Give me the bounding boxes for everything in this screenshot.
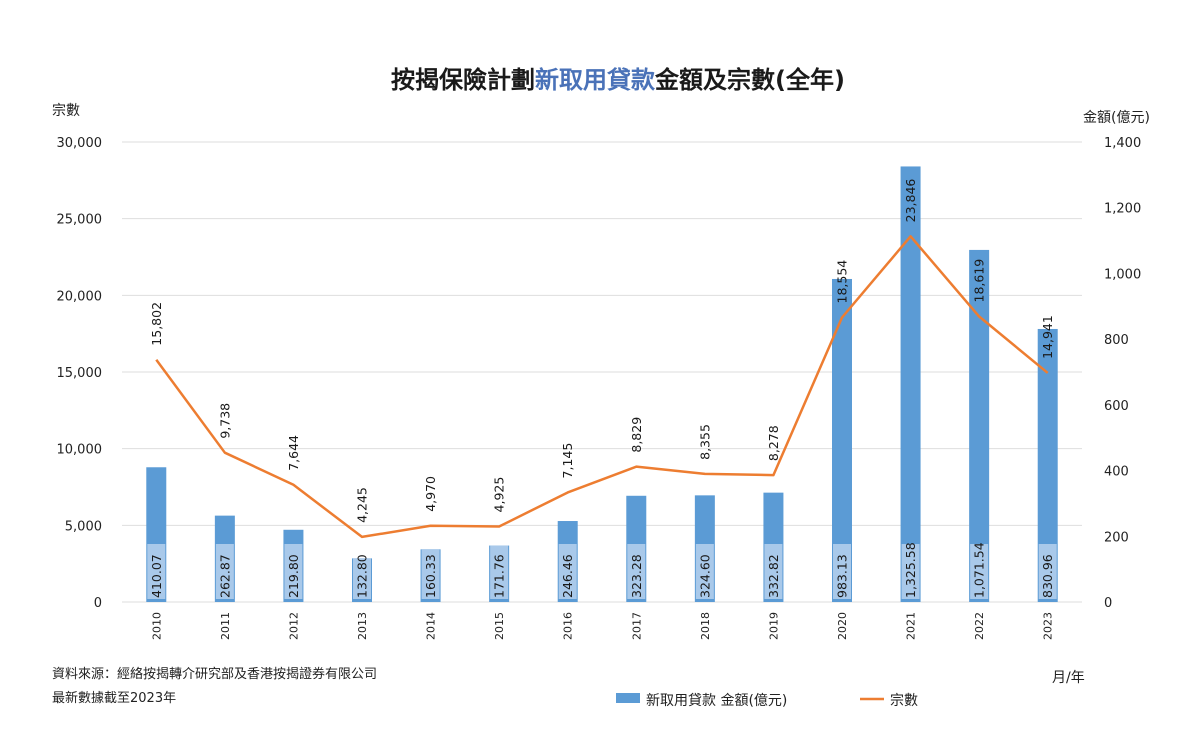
line-data-label: 4,925 [492, 477, 507, 513]
bar [969, 249, 990, 602]
y-right-tick-label: 600 [1104, 399, 1129, 414]
y-right-tick-label: 800 [1104, 333, 1129, 348]
bar-label-box [421, 549, 440, 599]
bar-data-label: 246.46 [560, 554, 575, 598]
title-part-0: 按揭保險計劃 [391, 66, 535, 94]
x-tick-label: 2014 [425, 612, 438, 640]
x-tick-label: 2012 [287, 612, 300, 640]
x-tick-label: 2019 [767, 612, 780, 640]
line-data-label: 8,829 [629, 417, 644, 453]
y-left-tick-label: 5,000 [65, 519, 102, 534]
y-left-tick-label: 20,000 [57, 289, 103, 304]
title-part-2: 金額及宗數(全年) [654, 66, 845, 94]
line-series [155, 235, 1049, 539]
y-left-tick-label: 10,000 [57, 443, 103, 458]
legend: 新取用貸款 金額(億元) 宗數 [616, 693, 918, 709]
bar-data-label: 262.87 [217, 554, 232, 598]
latest-data-note: 最新數據截至2023年 [52, 690, 176, 706]
line-data-label: 4,970 [423, 476, 438, 512]
bar [900, 166, 921, 603]
bar-label-box [558, 544, 577, 599]
y-left-tick-label: 0 [94, 596, 102, 611]
line-data-label: 7,145 [560, 443, 575, 479]
x-tick-label: 2021 [905, 612, 918, 640]
y-right-tick-label: 200 [1104, 530, 1129, 545]
line-series-path [155, 235, 1049, 539]
x-tick-label: 2020 [836, 612, 849, 640]
line-data-label: 15,802 [149, 302, 164, 346]
line-data-label: 23,846 [903, 179, 918, 223]
bar-label-box [353, 558, 371, 599]
bar-data-label: 983.13 [835, 554, 850, 598]
x-unit-label: 月/年 [1052, 670, 1085, 686]
y-right-tick-label: 0 [1104, 596, 1112, 611]
bar-label-box [490, 545, 509, 599]
y-right-tick-label: 1,200 [1104, 202, 1141, 217]
bar-data-labels: 410.07 262.87 219.80 132.80 160.33 171.76 246.… [149, 542, 1055, 598]
bar-data-label: 219.80 [286, 554, 301, 598]
legend-bar-swatch [616, 693, 640, 703]
x-tick-label: 2017 [630, 612, 643, 640]
line-data-label: 14,941 [1040, 315, 1055, 359]
line-data-label: 18,619 [972, 259, 987, 303]
bar-label-box [147, 544, 166, 599]
bar-label-box [901, 544, 920, 599]
line-data-label: 8,355 [697, 424, 712, 460]
bar-data-label: 1,071.54 [972, 542, 987, 598]
bar-label-box [1038, 544, 1057, 599]
legend-bar-label: 新取用貸款 金額(億元) [646, 693, 787, 709]
chart-title: 按揭保險計劃新取用貸款金額及宗數(全年) [391, 66, 845, 94]
bar-label-box [764, 544, 783, 599]
bar-data-label: 332.82 [766, 554, 781, 598]
bar-label-box [833, 544, 851, 599]
bar-label-box [284, 544, 303, 599]
gridlines [122, 141, 1082, 603]
title-part-1: 新取用貸款 [535, 66, 656, 94]
line-data-label: 18,554 [835, 260, 850, 304]
source-note: 資料來源：經絡按揭轉介研究部及香港按揭證券有限公司 [52, 666, 377, 682]
x-tick-label: 2015 [493, 612, 506, 640]
y-right-ticks: 0 200 400 600 800 1,000 1,200 1,400 [1104, 136, 1141, 611]
line-data-labels: 15,802 9,738 7,644 4,245 4,970 4,925 7,145 8,82… [149, 179, 1055, 523]
y-left-tick-label: 30,000 [57, 136, 103, 151]
bar [1037, 328, 1058, 602]
bar [832, 278, 852, 602]
y-left-tick-label: 15,000 [57, 366, 103, 381]
bar-data-label: 132.80 [355, 554, 370, 598]
x-tick-label: 2022 [973, 612, 986, 640]
y-right-tick-label: 1,400 [1104, 136, 1141, 151]
line-data-label: 7,644 [286, 435, 301, 471]
bar-data-label: 171.76 [492, 554, 507, 598]
bar-label-box [215, 544, 234, 599]
y-right-tick-label: 400 [1104, 465, 1129, 480]
bar-label-box [970, 544, 989, 599]
y-right-tick-label: 1,000 [1104, 267, 1141, 282]
x-tick-label: 2011 [219, 612, 232, 640]
y-left-ticks: 0 5,000 10,000 15,000 20,000 25,000 30,000 [57, 136, 103, 611]
x-tick-label: 2018 [699, 612, 712, 640]
bar-data-label: 410.07 [149, 554, 164, 598]
x-axis-ticks: 2010 2011 2012 2013 2014 2015 2016 2017 2018 2019… [150, 612, 1054, 640]
line-data-label: 9,738 [217, 403, 232, 439]
bar-data-label: 323.28 [629, 554, 644, 598]
bar-series [146, 166, 1058, 603]
bar-data-label: 1,325.58 [903, 542, 918, 598]
bar-data-label: 160.33 [423, 554, 438, 598]
line-data-label: 4,245 [355, 487, 370, 523]
bar-data-label: 830.96 [1040, 554, 1055, 598]
x-tick-label: 2023 [1042, 612, 1055, 640]
x-tick-label: 2013 [356, 612, 369, 640]
y-left-axis-title: 宗數 [52, 103, 80, 119]
x-tick-label: 2010 [150, 612, 163, 640]
bar-label-box [695, 544, 714, 599]
y-left-tick-label: 25,000 [57, 213, 103, 228]
x-tick-label: 2016 [562, 612, 575, 640]
line-data-label: 8,278 [766, 425, 781, 461]
bar-label-box [627, 544, 646, 599]
legend-line-label: 宗數 [890, 693, 918, 709]
bar-data-label: 324.60 [697, 554, 712, 598]
y-right-axis-title: 金額(億元) [1083, 110, 1150, 126]
